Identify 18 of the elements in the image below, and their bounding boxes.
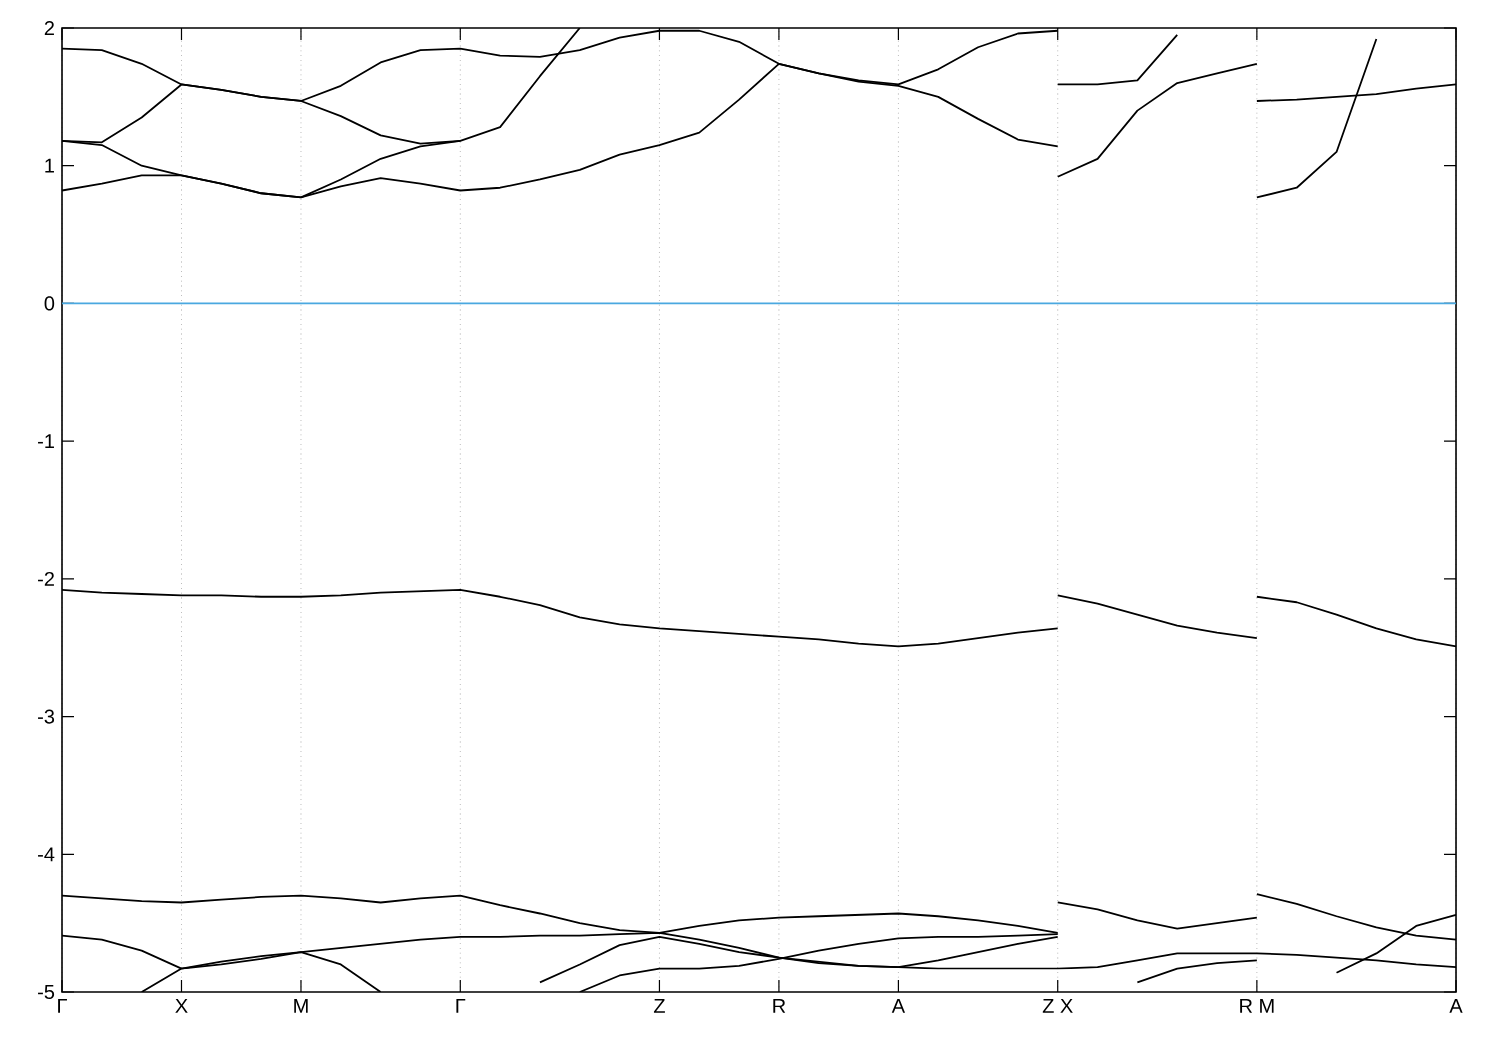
- x-tick-label: M: [294, 999, 308, 1013]
- x-tick-label: Z: [653, 999, 665, 1013]
- y-tick-label: 0: [44, 296, 55, 311]
- y-tick-label: 1: [45, 158, 54, 173]
- y-tick-label: 2: [44, 21, 54, 35]
- y-tick-label: -3: [38, 709, 55, 724]
- x-tick-label: R M: [1240, 999, 1274, 1013]
- x-tick-label: R: [773, 999, 786, 1013]
- y-tick-label: -5: [38, 985, 55, 999]
- x-tick-label: Γ: [58, 999, 67, 1013]
- x-tick-label: Z X: [1042, 999, 1073, 1013]
- x-tick-label: A: [1449, 999, 1463, 1013]
- y-tick-label: -2: [38, 571, 54, 586]
- y-tick-label: -4: [38, 847, 55, 862]
- y-tick-label: -1: [38, 434, 54, 449]
- x-tick-label: X: [175, 999, 188, 1013]
- x-tick-label: Γ: [456, 999, 466, 1013]
- x-tick-label: A: [891, 999, 906, 1013]
